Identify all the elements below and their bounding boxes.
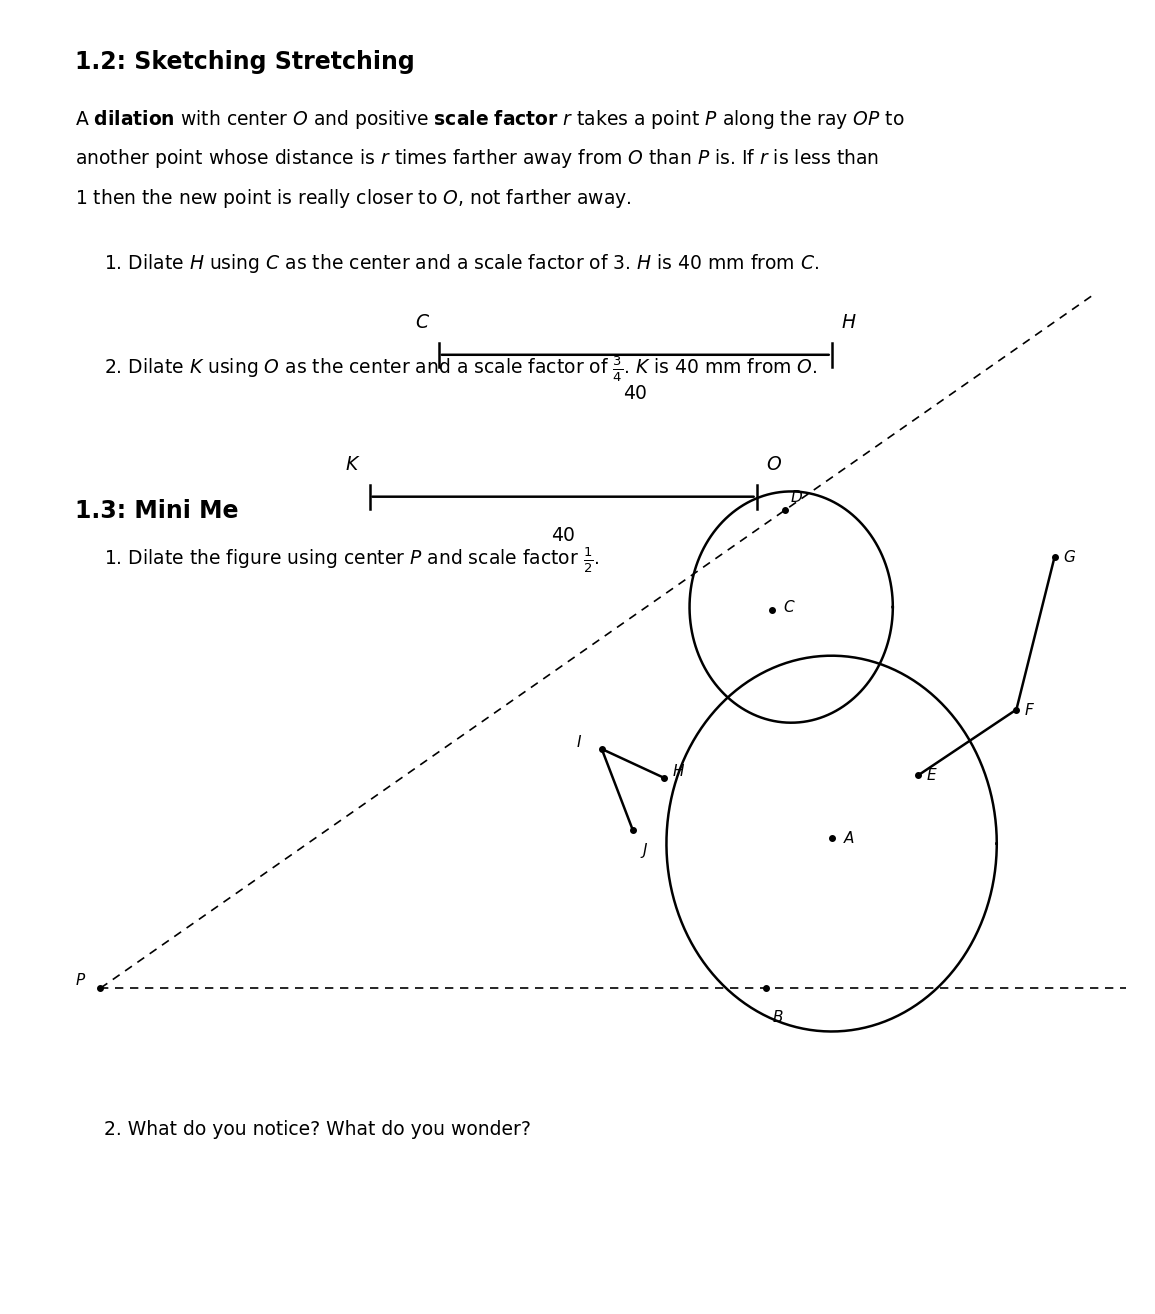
Text: 1. Dilate the figure using center $\mathit{P}$ and scale factor $\frac{1}{2}$.: 1. Dilate the figure using center $\math… [104,545,599,574]
Text: $\mathit{C}$: $\mathit{C}$ [415,314,430,332]
Text: 2. Dilate $\mathit{K}$ using $\mathit{O}$ as the center and a scale factor of $\: 2. Dilate $\mathit{K}$ using $\mathit{O}… [104,355,818,384]
Text: $\mathit{D}$: $\mathit{D}$ [790,489,803,505]
Text: A $\mathbf{dilation}$ with center $\mathit{O}$ and positive $\mathbf{scale\ fact: A $\mathbf{dilation}$ with center $\math… [75,108,904,131]
Text: $\mathit{G}$: $\mathit{G}$ [1063,549,1075,565]
Text: $\mathit{H}$: $\mathit{H}$ [672,763,685,779]
Text: $\mathit{B}$: $\mathit{B}$ [772,1009,783,1025]
Text: 2. What do you notice? What do you wonder?: 2. What do you notice? What do you wonde… [104,1120,531,1138]
Text: 1.2: Sketching Stretching: 1.2: Sketching Stretching [75,50,415,74]
Text: 40: 40 [551,526,575,544]
Text: $\mathit{K}$: $\mathit{K}$ [345,456,360,474]
Text: $\mathit{H}$: $\mathit{H}$ [841,314,857,332]
Text: 1 then the new point is really closer to $\mathit{O}$, not farther away.: 1 then the new point is really closer to… [75,187,632,210]
Text: 1. Dilate $\mathit{H}$ using $\mathit{C}$ as the center and a scale factor of 3.: 1. Dilate $\mathit{H}$ using $\mathit{C}… [104,252,819,276]
Text: $\mathit{P}$: $\mathit{P}$ [75,972,87,988]
Text: $\mathit{E}$: $\mathit{E}$ [926,767,938,783]
Text: 40: 40 [624,384,647,402]
Text: $\mathit{A}$: $\mathit{A}$ [843,830,856,846]
Text: another point whose distance is $\mathit{r}$ times farther away from $\mathit{O}: another point whose distance is $\mathit… [75,147,879,171]
Text: $\mathit{J}$: $\mathit{J}$ [640,841,648,859]
Text: $\mathit{C}$: $\mathit{C}$ [783,599,796,615]
Text: $\mathit{F}$: $\mathit{F}$ [1024,702,1035,717]
Text: 1.3: Mini Me: 1.3: Mini Me [75,499,239,523]
Text: $\mathit{O}$: $\mathit{O}$ [766,456,782,474]
Text: $\mathit{I}$: $\mathit{I}$ [576,735,582,750]
